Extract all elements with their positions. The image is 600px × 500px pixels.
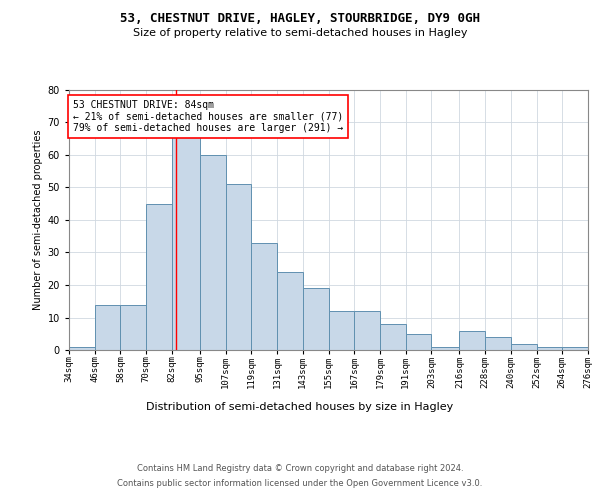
Bar — [485, 337, 511, 350]
Bar — [146, 204, 172, 350]
Text: Distribution of semi-detached houses by size in Hagley: Distribution of semi-detached houses by … — [146, 402, 454, 412]
Text: Size of property relative to semi-detached houses in Hagley: Size of property relative to semi-detach… — [133, 28, 467, 38]
Bar — [172, 129, 200, 350]
Bar — [406, 334, 431, 350]
Bar — [562, 347, 588, 350]
Bar — [380, 324, 406, 350]
Bar — [329, 311, 354, 350]
Bar — [431, 347, 460, 350]
Bar — [95, 304, 121, 350]
Bar — [251, 243, 277, 350]
Bar — [354, 311, 380, 350]
Text: Contains public sector information licensed under the Open Government Licence v3: Contains public sector information licen… — [118, 479, 482, 488]
Bar — [460, 330, 485, 350]
Text: 53 CHESTNUT DRIVE: 84sqm
← 21% of semi-detached houses are smaller (77)
79% of s: 53 CHESTNUT DRIVE: 84sqm ← 21% of semi-d… — [73, 100, 344, 133]
Y-axis label: Number of semi-detached properties: Number of semi-detached properties — [34, 130, 43, 310]
Bar — [226, 184, 251, 350]
Bar — [69, 347, 95, 350]
Bar — [303, 288, 329, 350]
Text: 53, CHESTNUT DRIVE, HAGLEY, STOURBRIDGE, DY9 0GH: 53, CHESTNUT DRIVE, HAGLEY, STOURBRIDGE,… — [120, 12, 480, 26]
Bar — [536, 347, 562, 350]
Bar — [200, 155, 226, 350]
Text: Contains HM Land Registry data © Crown copyright and database right 2024.: Contains HM Land Registry data © Crown c… — [137, 464, 463, 473]
Bar — [277, 272, 303, 350]
Bar — [511, 344, 536, 350]
Bar — [121, 304, 146, 350]
